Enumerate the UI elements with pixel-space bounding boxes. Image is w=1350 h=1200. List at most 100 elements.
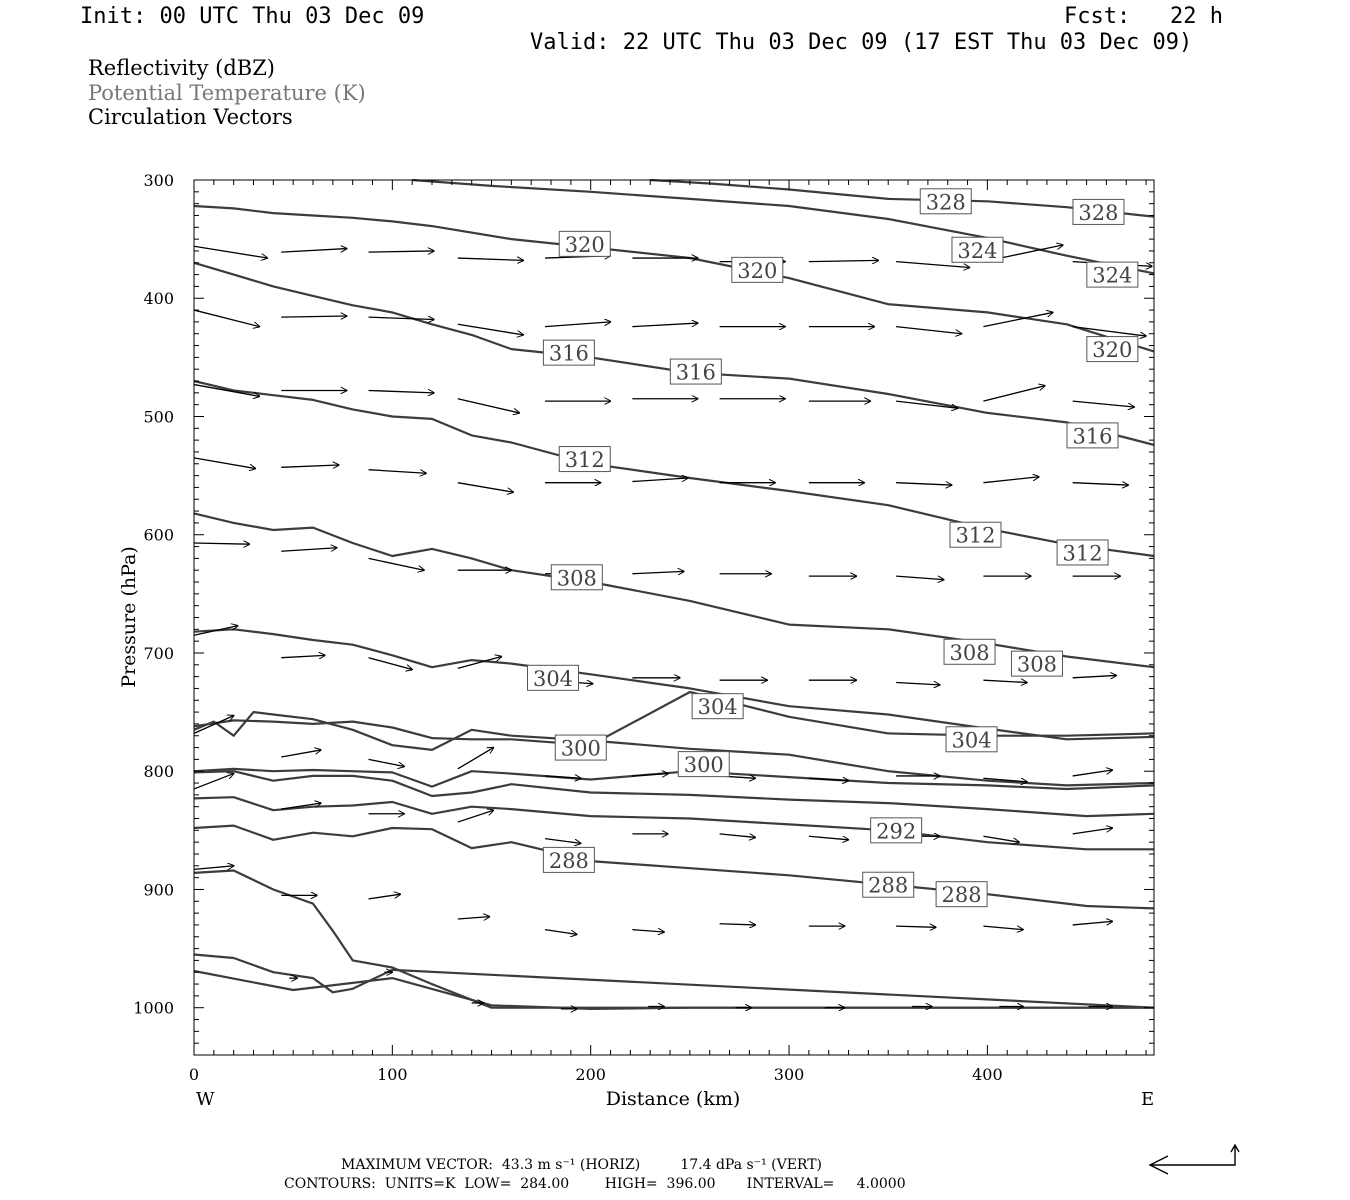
vector-arrow-58 xyxy=(457,657,502,669)
axis-tick-labels: 0 100 200 300 400 300 400 500 600 700 800 900 1000 xyxy=(133,171,1002,1084)
isentrope-label-box-6 xyxy=(1086,336,1139,363)
vector-arrow-41 xyxy=(896,483,952,485)
vector-arrow-2 xyxy=(368,251,434,252)
isentrope-label-box-2 xyxy=(951,236,1004,263)
init-time: Init: 00 UTC Thu 03 Dec 09 xyxy=(80,4,425,29)
vector-arrow-13 xyxy=(368,317,434,319)
isentrope-label-0: 328 xyxy=(926,190,966,214)
isentrope-line-10 xyxy=(193,512,1155,669)
x-tick-label-4: 400 xyxy=(972,1065,1003,1084)
plot-frame xyxy=(193,179,1155,1056)
isentrope-label-2: 324 xyxy=(957,239,997,263)
vector-arrow-21 xyxy=(1072,325,1146,336)
vector-arrow-76 xyxy=(1072,770,1113,777)
vector-arrow-44 xyxy=(193,543,250,544)
isentrope-label-box-9 xyxy=(1066,422,1119,449)
vector-arrow-32 xyxy=(1072,400,1134,407)
isentrope-label-box-5 xyxy=(731,256,784,283)
vector-arrow-49 xyxy=(632,571,684,573)
vector-arrow-11 xyxy=(193,309,259,327)
isentrope-label-24: 288 xyxy=(942,883,982,907)
isentrope-line-7 xyxy=(193,710,1155,787)
vector-arrow-65 xyxy=(1072,675,1117,677)
isentrope-label-7: 316 xyxy=(549,342,589,366)
vector-arrow-14 xyxy=(457,323,523,335)
vector-arrow-15 xyxy=(545,322,610,328)
isentrope-label-10: 312 xyxy=(565,448,605,472)
vector-arrow-94 xyxy=(719,924,756,925)
axis-ticks xyxy=(193,179,1154,1056)
isentrope-line-0 xyxy=(193,969,1154,1011)
vector-arrow-19 xyxy=(896,325,961,334)
vector-arrow-81 xyxy=(544,837,581,844)
isentrope-label-box-20 xyxy=(677,751,730,778)
field-reflectivity: Reflectivity (dBZ) xyxy=(88,56,276,80)
vector-arrow-42 xyxy=(983,477,1039,484)
isentrope-label-box-10 xyxy=(558,446,611,473)
isentrope-label-9: 316 xyxy=(1072,424,1112,448)
isentrope-label-13: 308 xyxy=(557,566,597,590)
vector-arrow-87 xyxy=(1072,828,1113,835)
vector-arrow-30 xyxy=(896,400,957,408)
isentrope-line-4 xyxy=(193,796,1154,851)
vector-arrow-83 xyxy=(719,833,756,838)
isentrope-line-12 xyxy=(193,261,1155,446)
isentrope-label-18: 304 xyxy=(951,728,991,752)
vector-arrow-12 xyxy=(281,316,346,317)
isentrope-label-box-11 xyxy=(949,521,1002,548)
isentrope-label-box-18 xyxy=(945,726,998,753)
y-tick-label-0: 300 xyxy=(143,171,174,190)
isentrope-label-box-1 xyxy=(1072,198,1125,225)
isentrope-label-box-24 xyxy=(935,881,988,908)
vector-arrow-20 xyxy=(983,312,1052,328)
vector-arrow-70 xyxy=(545,776,581,778)
y-tick-label-2: 500 xyxy=(143,407,174,426)
x-axis-label: Distance (km) xyxy=(606,1088,741,1110)
vector-arrow-68 xyxy=(368,758,405,766)
vector-arrow-71 xyxy=(632,774,668,776)
vector-arrow-98 xyxy=(1072,921,1113,926)
east-label: E xyxy=(1141,1089,1154,1110)
y-tick-label-1: 400 xyxy=(143,289,174,308)
isentrope-label-box-19 xyxy=(554,734,607,761)
vector-arrow-77 xyxy=(193,774,234,790)
isentrope-line-1 xyxy=(193,953,1155,1009)
vector-arrow-80 xyxy=(457,810,494,823)
vector-arrow-43 xyxy=(1072,483,1129,485)
vector-arrow-8 xyxy=(896,260,969,268)
vector-arrow-45 xyxy=(281,548,337,552)
isentrope-line-9 xyxy=(193,628,1155,741)
vector-arrow-73 xyxy=(808,778,849,780)
y-tick-label-3: 600 xyxy=(143,526,174,545)
vector-arrow-25 xyxy=(457,398,519,413)
vector-arrow-92 xyxy=(544,929,577,935)
isentrope-label-box-14 xyxy=(943,638,996,665)
isentrope-label-11: 312 xyxy=(955,524,995,548)
contour-info: CONTOURS: UNITS=K LOW= 284.00 HIGH= 396.… xyxy=(284,1176,906,1192)
vector-arrow-96 xyxy=(896,926,936,927)
vector-arrow-75 xyxy=(983,777,1027,782)
vector-arrow-91 xyxy=(457,917,490,919)
y-tick-label-7: 1000 xyxy=(133,999,174,1018)
vector-arrow-78 xyxy=(281,803,321,810)
vector-arrow-55 xyxy=(193,626,238,636)
vector-arrow-35 xyxy=(368,469,427,474)
vector-arrow-24 xyxy=(368,390,434,392)
isentrope-label-3: 324 xyxy=(1092,264,1132,288)
vector-arrow-7 xyxy=(808,260,878,261)
isentrope-line-6 xyxy=(193,767,1155,791)
vector-arrow-38 xyxy=(632,478,688,483)
vector-arrow-84 xyxy=(808,835,849,840)
isentrope-line-2 xyxy=(193,869,1154,1009)
vector-arrow-3 xyxy=(457,258,523,260)
isentrope-label-box-17 xyxy=(691,693,744,720)
isentrope-label-box-8 xyxy=(669,358,722,385)
x-tick-label-2: 200 xyxy=(575,1065,606,1084)
isentrope-label-23: 288 xyxy=(868,874,908,898)
y-tick-label-5: 800 xyxy=(143,762,174,781)
isentrope-label-box-21 xyxy=(870,817,923,844)
vector-arrow-86 xyxy=(983,835,1019,842)
valid-time: Valid: 22 UTC Thu 03 Dec 09 (17 EST Thu … xyxy=(530,30,1193,55)
isentrope-label-8: 316 xyxy=(676,361,716,385)
